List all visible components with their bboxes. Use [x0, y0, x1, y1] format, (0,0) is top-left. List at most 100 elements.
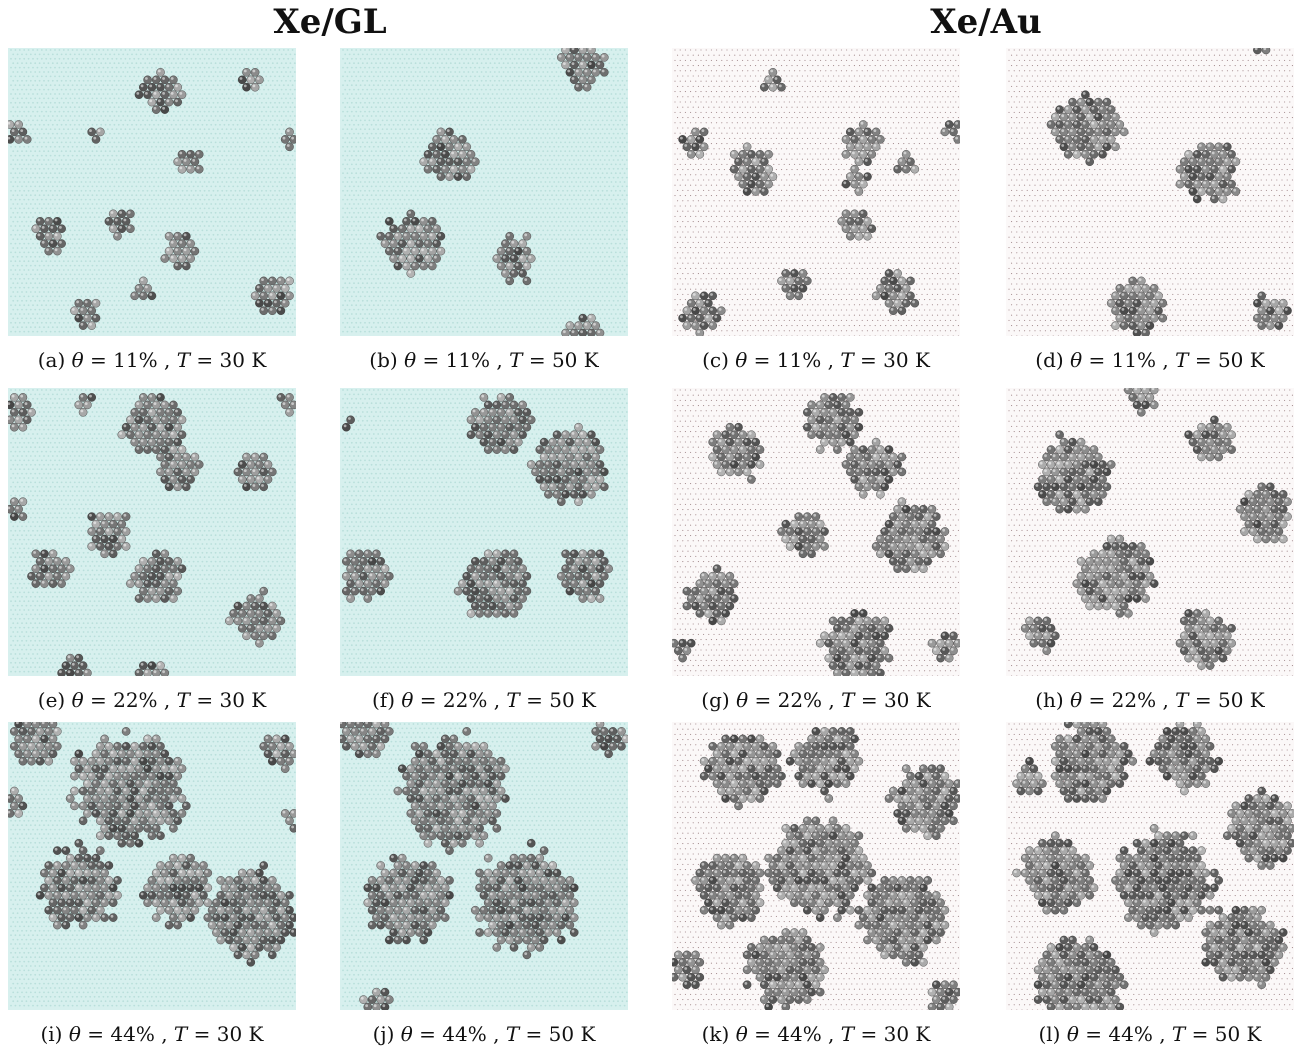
- equals-sign: =: [522, 348, 551, 372]
- equals-sign: =: [413, 688, 442, 712]
- simulation-snapshot: [340, 48, 628, 336]
- panel-caption: (f) θ = 22% , T = 50 K: [319, 688, 649, 712]
- coverage-value: 11%: [777, 348, 821, 372]
- panel-label: (d): [1035, 348, 1063, 372]
- theta-symbol: θ: [72, 348, 84, 372]
- temperature-value: 30 K: [219, 688, 266, 712]
- equals-sign: =: [1189, 688, 1218, 712]
- panel-caption: (d) θ = 11% , T = 50 K: [985, 348, 1312, 372]
- simulation-snapshot: [672, 388, 960, 676]
- temperature-value: 50 K: [1215, 1022, 1262, 1046]
- equals-sign: =: [84, 688, 113, 712]
- group-title-xe-au: Xe/Au: [660, 2, 1312, 42]
- simulation-snapshot: [672, 48, 960, 336]
- coverage-value: 11%: [446, 348, 490, 372]
- coverage-value: 44%: [1108, 1022, 1152, 1046]
- coverage-value: 22%: [778, 688, 822, 712]
- panel-caption: (b) θ = 11% , T = 50 K: [319, 348, 649, 372]
- simulation-snapshot: [672, 722, 960, 1010]
- coverage-value: 44%: [442, 1022, 486, 1046]
- simulation-snapshot: [340, 722, 628, 1010]
- temperature-value: 50 K: [552, 348, 599, 372]
- equals-sign: =: [416, 348, 445, 372]
- theta-symbol: θ: [736, 1022, 748, 1046]
- panel-caption: (j) θ = 44% , T = 50 K: [319, 1022, 649, 1046]
- panel-caption: (g) θ = 22% , T = 30 K: [651, 688, 981, 712]
- equals-sign: =: [1079, 1022, 1108, 1046]
- equals-sign: =: [190, 688, 219, 712]
- equals-sign: =: [413, 1022, 442, 1046]
- simulation-snapshot: [8, 388, 296, 676]
- temperature-symbol: T: [174, 1022, 187, 1046]
- figure-panel: (i) θ = 44% , T = 30 K: [0, 722, 317, 1046]
- coverage-value: 44%: [777, 1022, 821, 1046]
- equals-sign: =: [84, 348, 113, 372]
- panel-caption: (i) θ = 44% , T = 30 K: [0, 1022, 317, 1046]
- panel-label: (i): [40, 1022, 62, 1046]
- coverage-value: 44%: [110, 1022, 154, 1046]
- equals-sign: =: [519, 1022, 548, 1046]
- temperature-symbol: T: [1172, 1022, 1185, 1046]
- panel-label: (l): [1038, 1022, 1060, 1046]
- simulation-snapshot: [8, 48, 296, 336]
- temperature-value: 50 K: [549, 688, 596, 712]
- figure-panel: (l) θ = 44% , T = 50 K: [985, 722, 1312, 1046]
- temperature-symbol: T: [506, 1022, 519, 1046]
- equals-sign: =: [1082, 348, 1111, 372]
- coverage-value: 22%: [113, 688, 157, 712]
- equals-sign: =: [520, 688, 549, 712]
- simulation-snapshot: [1006, 48, 1294, 336]
- equals-sign: =: [854, 348, 883, 372]
- equals-sign: =: [187, 1022, 216, 1046]
- panel-caption: (c) θ = 11% , T = 30 K: [651, 348, 981, 372]
- temperature-value: 30 K: [220, 348, 267, 372]
- theta-symbol: θ: [72, 688, 84, 712]
- panel-label: (f): [372, 688, 395, 712]
- equals-sign: =: [1188, 348, 1217, 372]
- panel-label: (a): [38, 348, 66, 372]
- theta-symbol: θ: [1070, 348, 1082, 372]
- temperature-value: 30 K: [883, 348, 930, 372]
- temperature-value: 50 K: [1218, 348, 1265, 372]
- substrate-background: [340, 48, 628, 336]
- temperature-symbol: T: [841, 688, 854, 712]
- equals-sign: =: [747, 348, 776, 372]
- panel-label: (e): [38, 688, 65, 712]
- figure-panel: (k) θ = 44% , T = 30 K: [651, 722, 981, 1046]
- group-title-xe-gl: Xe/GL: [0, 2, 660, 42]
- equals-sign: =: [190, 348, 219, 372]
- figure-panel: (g) θ = 22% , T = 30 K: [651, 388, 981, 712]
- simulation-snapshot: [8, 722, 296, 1010]
- panel-label: (b): [369, 348, 397, 372]
- equals-sign: =: [854, 1022, 883, 1046]
- temperature-symbol: T: [1175, 348, 1188, 372]
- coverage-value: 11%: [1112, 348, 1156, 372]
- temperature-symbol: T: [1175, 688, 1188, 712]
- figure-panel: (c) θ = 11% , T = 30 K: [651, 48, 981, 372]
- panel-label: (k): [702, 1022, 730, 1046]
- temperature-symbol: T: [506, 688, 519, 712]
- theta-symbol: θ: [69, 1022, 81, 1046]
- equals-sign: =: [748, 688, 777, 712]
- theta-symbol: θ: [404, 348, 416, 372]
- panel-caption: (h) θ = 22% , T = 50 K: [985, 688, 1312, 712]
- equals-sign: =: [81, 1022, 110, 1046]
- figure-panel: (b) θ = 11% , T = 50 K: [319, 48, 649, 372]
- coverage-value: 11%: [113, 348, 157, 372]
- figure-panel: (j) θ = 44% , T = 50 K: [319, 722, 649, 1046]
- theta-symbol: θ: [401, 688, 413, 712]
- theta-symbol: θ: [1070, 688, 1082, 712]
- temperature-value: 50 K: [1218, 688, 1265, 712]
- panel-label: (g): [701, 688, 729, 712]
- figure-panel: (d) θ = 11% , T = 50 K: [985, 48, 1312, 372]
- temperature-symbol: T: [177, 348, 190, 372]
- theta-symbol: θ: [1067, 1022, 1079, 1046]
- theta-symbol: θ: [401, 1022, 413, 1046]
- temperature-value: 30 K: [217, 1022, 264, 1046]
- simulation-snapshot: [1006, 388, 1294, 676]
- figure-panel: (h) θ = 22% , T = 50 K: [985, 388, 1312, 712]
- temperature-value: 50 K: [549, 1022, 596, 1046]
- panel-label: (j): [373, 1022, 395, 1046]
- simulation-snapshot: [1006, 722, 1294, 1010]
- figure-panel: (a) θ = 11% , T = 30 K: [0, 48, 317, 372]
